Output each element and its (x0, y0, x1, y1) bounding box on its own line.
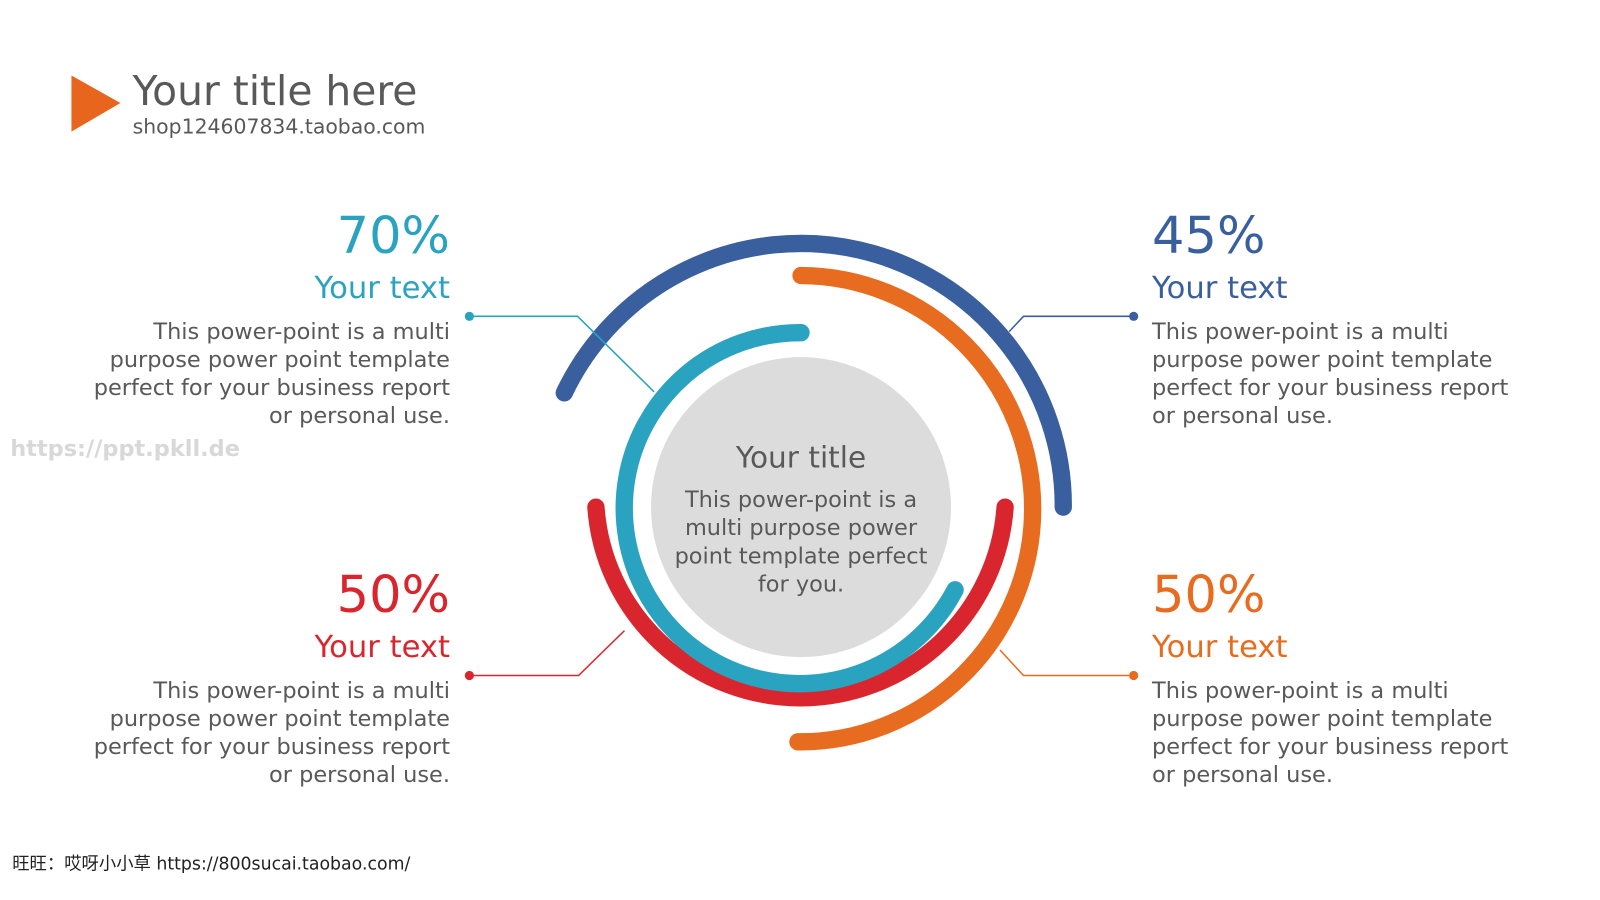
ring-orange (789, 266, 1042, 751)
subtitle: shop124607834.taobao.com (133, 115, 426, 139)
item-line: purpose power point template (110, 347, 450, 373)
item-line: or personal use. (1152, 403, 1333, 429)
title: Your title here (132, 67, 418, 115)
title-marker (71, 75, 121, 132)
connector (469, 630, 626, 677)
item-heading: Your text (1151, 271, 1288, 306)
item-line: perfect for your business report (1152, 734, 1508, 760)
center-line: This power-point is a (684, 487, 917, 513)
dot (1129, 670, 1139, 681)
item-line: perfect for your business report (94, 734, 450, 760)
item-line: or personal use. (269, 762, 450, 788)
center-title: Your title (735, 440, 866, 474)
center-circle (651, 357, 952, 658)
center-line: point template perfect (675, 543, 928, 569)
percent: 45% (1152, 207, 1265, 266)
dot (464, 670, 474, 681)
footer: 旺旺：哎呀小小草 https://800sucai.taobao.com/ (12, 854, 410, 874)
connector-dots (464, 311, 1139, 681)
ring-blue (555, 234, 1072, 516)
item-line: purpose power point template (1152, 706, 1492, 732)
percent: 50% (337, 566, 450, 625)
item-line: purpose power point template (1152, 347, 1492, 373)
rings (555, 234, 1072, 751)
item-line: perfect for your business report (94, 375, 450, 401)
ring-red (587, 498, 1014, 707)
connector (1008, 315, 1134, 333)
item-line: This power-point is a multi (152, 319, 450, 345)
ring-teal (615, 323, 964, 693)
item-heading: Your text (1151, 630, 1288, 665)
connector (469, 315, 655, 393)
percent: 50% (1152, 566, 1265, 625)
item-line: or personal use. (1152, 762, 1333, 788)
connector (999, 649, 1134, 677)
connectors (469, 315, 1134, 677)
item-heading: Your text (314, 271, 451, 306)
watermark: https://ppt.pkll.de (10, 436, 240, 462)
center-line: for you. (758, 571, 844, 597)
item-line: This power-point is a multi (1151, 678, 1449, 704)
dot (464, 311, 474, 321)
center-line: multi purpose power (685, 515, 918, 541)
item-line: This power-point is a multi (1151, 319, 1449, 345)
item-line: purpose power point template (110, 706, 450, 732)
item-line: perfect for your business report (1152, 375, 1508, 401)
dot (1129, 311, 1139, 321)
item-heading: Your text (314, 630, 451, 665)
item-line: or personal use. (269, 403, 450, 429)
item-line: This power-point is a multi (152, 678, 450, 704)
percent: 70% (337, 207, 450, 266)
